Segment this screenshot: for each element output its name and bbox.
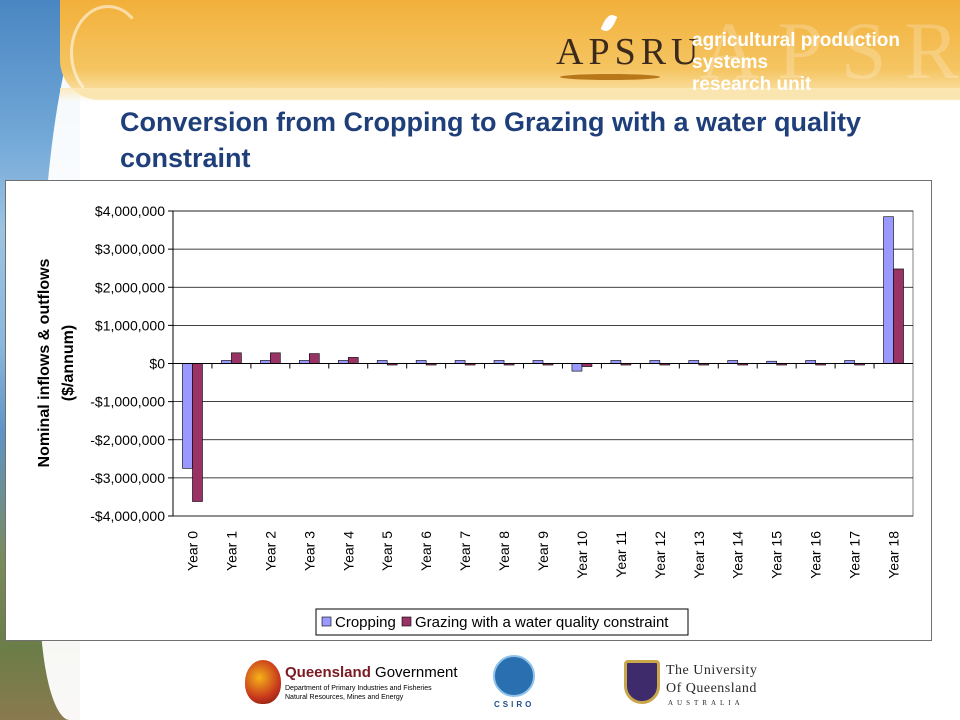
queensland-government-name: Queensland Government (285, 664, 458, 681)
banner-fade (60, 88, 960, 102)
slide-title: Conversion from Cropping to Grazing with… (120, 107, 862, 173)
x-tick-label: Year 13 (691, 531, 707, 579)
org-name-line2: research unit (692, 74, 812, 95)
uq-name-line2: Of Queensland (666, 681, 757, 696)
bar-grazing (309, 353, 320, 364)
y-axis-title-line2: ($/annum) (60, 325, 77, 401)
footer-logos: Queensland Government Department of Prim… (0, 650, 960, 720)
x-tick-label: Year 14 (730, 531, 746, 579)
bar-grazing (893, 268, 904, 364)
y-tick-label: -$1,000,000 (90, 394, 165, 410)
legend-label: Grazing with a water quality constraint (415, 614, 669, 631)
bar-cropping (182, 363, 193, 469)
bar-cropping (571, 363, 583, 372)
bar-grazing (347, 357, 359, 364)
y-tick-label: $0 (149, 356, 165, 372)
qld-dept-line2: Natural Resources, Mines and Energy (285, 694, 404, 701)
y-tick-label: -$2,000,000 (90, 432, 165, 448)
x-tick-label: Year 16 (808, 531, 824, 579)
csiro-logo-icon (493, 655, 535, 697)
x-tick-label: Year 6 (418, 531, 434, 571)
legend-swatch (401, 616, 412, 627)
y-tick-label: $1,000,000 (95, 317, 165, 333)
x-tick-label: Year 11 (613, 531, 629, 578)
queensland-departments: Department of Primary Industries and Fis… (285, 684, 445, 702)
uq-crest-icon (624, 660, 660, 704)
banner-swoosh (70, 5, 146, 101)
bar-chart: $4,000,000 $3,000,000 $2,000,000 $1,000,000… (36, 203, 914, 636)
x-tick-label: Year 3 (301, 531, 317, 571)
qld-name-bold: Queensland (285, 664, 371, 681)
chart-box: $4,000,000 $3,000,000 $2,000,000 $1,000,000… (5, 180, 932, 641)
org-name-line1: agricultural production systems (692, 30, 900, 73)
x-tick-label: Year 1 (223, 531, 239, 571)
x-tick-label: Year 17 (847, 531, 863, 579)
x-tick-label: Year 0 (184, 531, 200, 571)
uq-country: AUSTRALIA (668, 699, 744, 707)
bar-grazing (192, 363, 203, 502)
csiro-name: CSIRO (494, 700, 535, 709)
bar-cropping (883, 216, 894, 364)
y-tick-label: $4,000,000 (95, 203, 165, 219)
apsru-logo-underline (560, 74, 660, 80)
x-tick-label: Year 18 (886, 531, 902, 579)
legend-swatch (321, 616, 332, 627)
legend-box (315, 608, 689, 636)
uq-name-line1: The University (666, 663, 758, 678)
y-tick-label: -$4,000,000 (90, 508, 165, 524)
x-tick-label: Year 8 (496, 531, 512, 571)
x-tick-label: Year 4 (340, 531, 356, 571)
apsru-logo: APSRU (556, 31, 704, 73)
queensland-government-logo-icon (245, 660, 281, 704)
x-tick-label: Year 10 (574, 531, 590, 579)
top-banner (60, 0, 960, 100)
x-tick-label: Year 12 (652, 531, 668, 579)
bar-grazing (270, 352, 281, 364)
y-tick-label: $3,000,000 (95, 241, 165, 257)
x-tick-label: Year 2 (262, 531, 278, 571)
qld-dept-line1: Department of Primary Industries and Fis… (285, 685, 432, 692)
y-axis-title-line1: Nominal inflows & outflows (36, 258, 53, 467)
apsru-watermark: APSRU (700, 5, 960, 96)
qld-name-rest: Government (370, 664, 458, 681)
uq-name: The University Of Queensland (666, 662, 757, 698)
org-name: agricultural production systems research… (692, 30, 960, 96)
x-tick-label: Year 9 (535, 531, 551, 571)
x-tick-label: Year 7 (457, 531, 473, 571)
x-tick-label: Year 5 (379, 531, 395, 571)
y-tick-label: $2,000,000 (95, 279, 165, 295)
legend-label: Cropping (335, 614, 396, 631)
bar-grazing (231, 352, 242, 364)
x-tick-label: Year 15 (769, 531, 785, 579)
y-tick-label: -$3,000,000 (90, 470, 165, 486)
